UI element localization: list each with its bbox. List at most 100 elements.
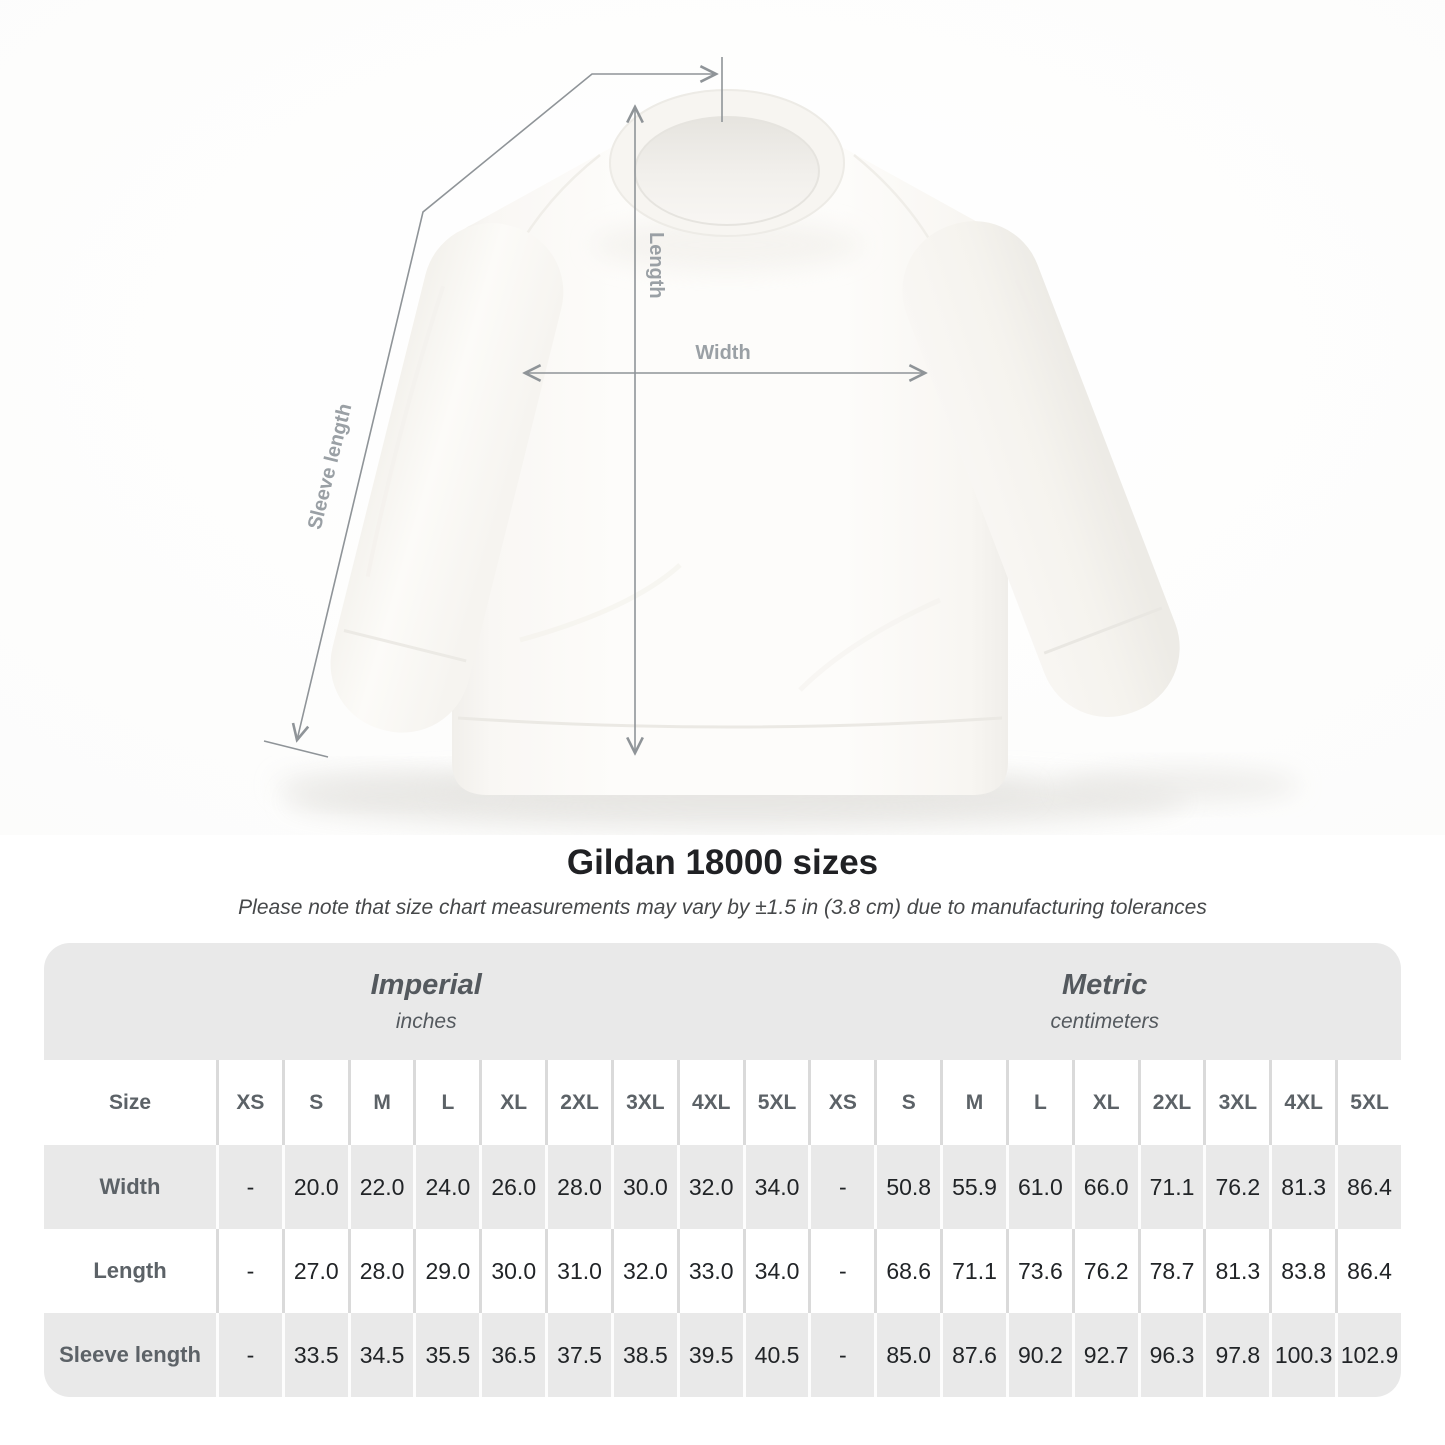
value-cell: 92.7 [1071, 1313, 1138, 1398]
value-cell: 36.5 [479, 1313, 546, 1398]
row-label: Length [44, 1229, 216, 1314]
value-cell: 66.0 [1071, 1145, 1138, 1230]
value-cell: 68.6 [874, 1229, 941, 1314]
metric-group-header: Metric centimeters [808, 943, 1401, 1061]
value-cell: 86.4 [1335, 1229, 1401, 1314]
size-col-header: 5XL [742, 1060, 809, 1146]
value-cell: 76.2 [1071, 1229, 1138, 1314]
value-cell: 81.3 [1269, 1145, 1336, 1230]
imperial-unit: inches [395, 1010, 457, 1034]
value-cell: 39.5 [676, 1313, 743, 1398]
size-col-header: 5XL [1335, 1060, 1401, 1146]
imperial-group-header: Imperial inches [44, 943, 809, 1061]
size-col-header: 2XL [545, 1060, 611, 1146]
size-col-header: 3XL [1203, 1060, 1270, 1146]
size-col-header: XL [479, 1060, 546, 1146]
value-cell: 22.0 [347, 1145, 414, 1230]
value-cell: 24.0 [413, 1145, 480, 1230]
value-cell: 90.2 [1005, 1313, 1072, 1398]
value-cell: 85.0 [874, 1313, 941, 1398]
size-col-header: 3XL [610, 1060, 677, 1146]
value-cell: 83.8 [1269, 1229, 1336, 1314]
value-cell: 81.3 [1203, 1229, 1270, 1314]
size-col-header: L [1005, 1060, 1072, 1146]
width-label: Width [695, 342, 750, 364]
value-cell: 73.6 [1005, 1229, 1072, 1314]
page-title: Gildan 18000 sizes [566, 843, 879, 882]
value-cell: 37.5 [545, 1313, 611, 1398]
right-sleeve [902, 221, 1180, 718]
value-cell: 30.0 [610, 1145, 677, 1230]
value-cell: 30.0 [479, 1229, 546, 1314]
metric-unit: centimeters [1050, 1010, 1159, 1034]
size-col-header: S [874, 1060, 941, 1146]
unit-group-row: Imperial inches Metric centimeters [44, 943, 1401, 1061]
value-cell: - [216, 1229, 282, 1314]
size-col-header: M [347, 1060, 414, 1146]
size-corner-label: Size [44, 1060, 216, 1146]
value-cell: 50.8 [874, 1145, 941, 1230]
size-col-header: 4XL [1269, 1060, 1336, 1146]
value-cell: 32.0 [610, 1229, 677, 1314]
cuff-tick [263, 740, 329, 758]
value-cell: 20.0 [281, 1145, 348, 1230]
value-cell: - [808, 1313, 875, 1398]
size-col-header: S [281, 1060, 348, 1146]
width-row: Width - 20.0 22.0 24.0 26.0 28.0 30.0 32… [44, 1145, 1401, 1230]
size-header-row: Size XS S M L XL 2XL 3XL 4XL 5XL XS S M … [44, 1060, 1401, 1146]
value-cell: - [216, 1313, 282, 1398]
size-col-header: XS [216, 1060, 282, 1146]
value-cell: 76.2 [1203, 1145, 1270, 1230]
value-cell: 71.1 [1137, 1145, 1204, 1230]
value-cell: 35.5 [413, 1313, 480, 1398]
value-cell: 38.5 [610, 1313, 677, 1398]
product-measurement-diagram: Width Length Sleeve length [0, 0, 1445, 835]
right-cuff-seam [1043, 606, 1163, 655]
imperial-title: Imperial [370, 969, 482, 1002]
value-cell: 78.7 [1137, 1229, 1204, 1314]
body-crease [798, 597, 942, 692]
value-cell: 34.0 [742, 1229, 809, 1314]
tolerance-note: Please note that size chart measurements… [238, 895, 1207, 919]
value-cell: 100.3 [1269, 1313, 1336, 1398]
size-col-header: 4XL [676, 1060, 743, 1146]
size-col-header: L [413, 1060, 480, 1146]
value-cell: - [216, 1145, 282, 1230]
value-cell: 29.0 [413, 1229, 480, 1314]
value-cell: 40.5 [742, 1313, 809, 1398]
row-label: Sleeve length [44, 1313, 216, 1398]
value-cell: 97.8 [1203, 1313, 1270, 1398]
sleeve-length-line [297, 74, 716, 740]
value-cell: 26.0 [479, 1145, 546, 1230]
value-cell: 61.0 [1005, 1145, 1072, 1230]
heading-block: Gildan 18000 sizes Please note that size… [0, 841, 1445, 921]
value-cell: 28.0 [545, 1145, 611, 1230]
length-row: Length - 27.0 28.0 29.0 30.0 31.0 32.0 3… [44, 1229, 1401, 1314]
value-cell: 28.0 [347, 1229, 414, 1314]
value-cell: 55.9 [940, 1145, 1006, 1230]
value-cell: 86.4 [1335, 1145, 1401, 1230]
value-cell: 34.0 [742, 1145, 809, 1230]
right-sleeve-crease [1014, 279, 1131, 560]
sleeve-length-row: Sleeve length - 33.5 34.5 35.5 36.5 37.5… [44, 1313, 1401, 1398]
size-col-header: XS [808, 1060, 875, 1146]
value-cell: 27.0 [281, 1229, 348, 1314]
size-col-header: XL [1071, 1060, 1138, 1146]
size-col-header: 2XL [1137, 1060, 1204, 1146]
size-table-zone: Imperial inches Metric centimeters Size … [0, 943, 1445, 1398]
size-chart-table: Imperial inches Metric centimeters Size … [44, 943, 1401, 1398]
row-label: Width [44, 1145, 216, 1230]
sweatshirt-diagram-svg: Width Length Sleeve length [0, 0, 1445, 835]
measurement-lines [263, 57, 925, 758]
value-cell: 71.1 [940, 1229, 1006, 1314]
value-cell: 32.0 [676, 1145, 743, 1230]
length-label: Length [645, 232, 667, 299]
value-cell: - [808, 1229, 875, 1314]
value-cell: - [808, 1145, 875, 1230]
value-cell: 102.9 [1335, 1313, 1401, 1398]
value-cell: 31.0 [545, 1229, 611, 1314]
value-cell: 87.6 [940, 1313, 1006, 1398]
value-cell: 34.5 [347, 1313, 414, 1398]
value-cell: 33.5 [281, 1313, 348, 1398]
metric-title: Metric [1062, 969, 1148, 1002]
